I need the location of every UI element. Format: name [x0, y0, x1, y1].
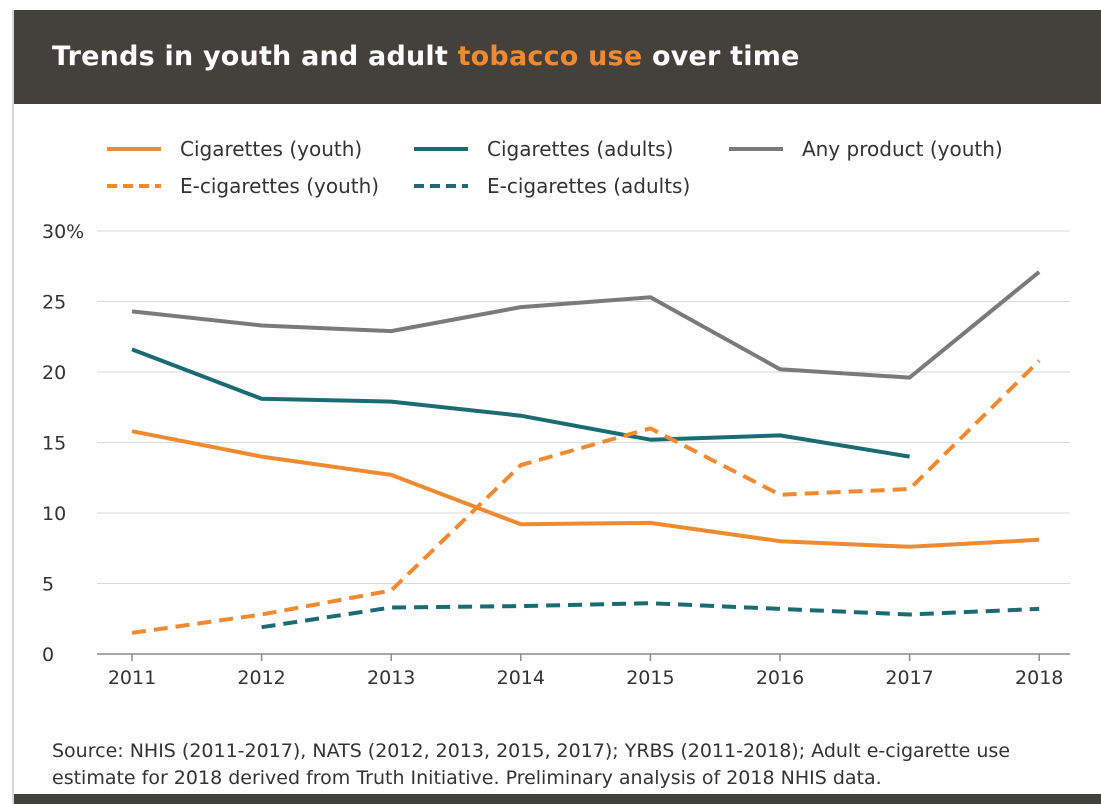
line-chart: 0 5 10 15 20 25 30% 2011 2012 2013 2014 2015 2016 201… — [42, 221, 1070, 689]
legend-label: E-cigarettes (adults) — [487, 174, 691, 198]
footer-bar — [14, 794, 1101, 804]
legend-label: Cigarettes (adults) — [487, 137, 674, 161]
x-tick-label: 2011 — [108, 667, 156, 689]
legend-swatch — [107, 184, 161, 188]
series-line-any-product-youth — [131, 270, 1041, 380]
series-line-cigarettes-adults — [131, 347, 910, 459]
legend-swatch — [414, 147, 468, 151]
y-tick-label: 10 — [42, 503, 66, 525]
x-tick-label: 2014 — [497, 667, 545, 689]
y-tick-label: 0 — [42, 644, 54, 666]
y-tick-label: 30% — [42, 221, 84, 243]
series-line-e-cigarettes-youth — [131, 359, 1041, 635]
legend-swatch — [414, 184, 468, 188]
x-tick-label: 2017 — [885, 667, 933, 689]
y-tick-label: 25 — [42, 292, 66, 314]
series-line-e-cigarettes-adults — [261, 601, 1040, 630]
series-line-cigarettes-youth — [131, 429, 1040, 549]
legend-swatch — [107, 147, 161, 151]
infographic-frame: Trends in youth and adult tobacco use ov… — [12, 10, 1101, 804]
x-tick-label: 2018 — [1015, 667, 1063, 689]
chart-title: Trends in youth and adult tobacco use ov… — [52, 41, 800, 72]
title-highlight: tobacco use — [457, 41, 643, 72]
legend-swatch — [729, 147, 783, 151]
legend-label: E-cigarettes (youth) — [180, 174, 380, 198]
legend-label: Cigarettes (youth) — [180, 137, 363, 161]
title-text-end: over time — [642, 41, 800, 72]
y-tick-label: 20 — [42, 362, 66, 384]
y-tick-label: 5 — [42, 574, 54, 596]
x-tick-label: 2013 — [367, 667, 415, 689]
x-tick-label: 2016 — [756, 667, 804, 689]
x-tick-label: 2012 — [237, 667, 285, 689]
legend-label: Any product (youth) — [802, 137, 1003, 161]
title-text-start: Trends in youth and adult — [52, 41, 458, 72]
title-bar: Trends in youth and adult tobacco use ov… — [14, 10, 1101, 104]
x-tick-label: 2015 — [626, 667, 674, 689]
source-note: Source: NHIS (2011-2017), NATS (2012, 20… — [52, 740, 1011, 789]
y-tick-label: 15 — [42, 433, 66, 455]
